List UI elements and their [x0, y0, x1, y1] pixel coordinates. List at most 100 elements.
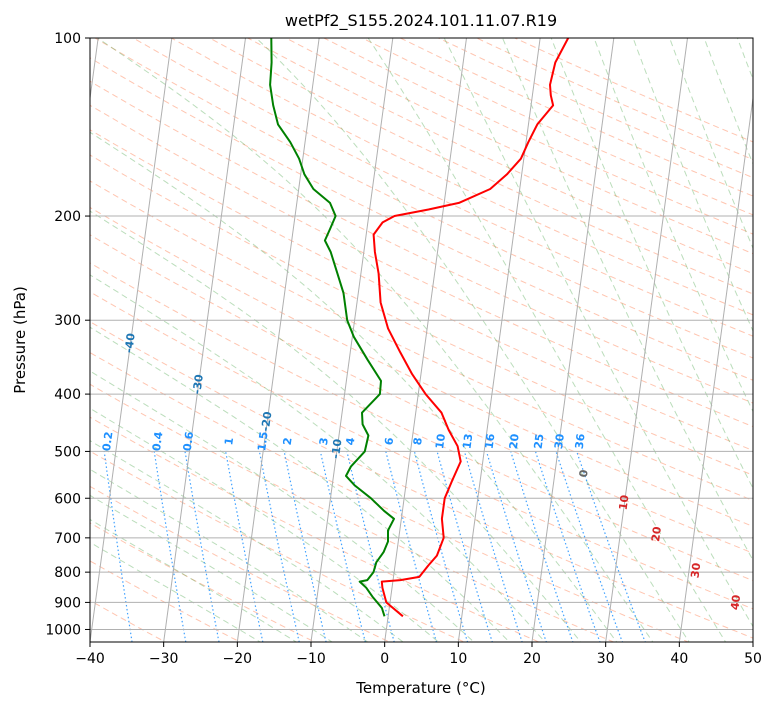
moist-adiabat-line — [90, 518, 298, 642]
x-axis-title: Temperature (°C) — [355, 679, 485, 697]
isotherm-label: -40 — [122, 332, 138, 354]
temperature-profile — [372, 38, 570, 618]
isotherm-label: -20 — [259, 410, 275, 432]
pressure-gridlines — [90, 38, 753, 630]
mixing-ratio-label: 20 — [507, 433, 522, 450]
x-tick-label: −10 — [296, 651, 326, 667]
mixing-ratio-line — [436, 451, 493, 642]
y-tick-label: 900 — [54, 595, 81, 611]
mixing-ratio-label: 13 — [460, 433, 475, 450]
mixing-ratio-label: 16 — [483, 433, 498, 450]
moist-adiabat-label: 0 — [577, 469, 591, 479]
isotherm-line — [605, 38, 688, 642]
mixing-ratio-line — [283, 451, 327, 642]
dry-adiabat-line — [246, 38, 753, 275]
moist-adiabat-line — [97, 38, 654, 642]
moist-adiabat-line — [703, 38, 753, 166]
dry-adiabat-line — [90, 416, 541, 642]
moist-adiabat-line — [90, 274, 546, 642]
dry-adiabat-line — [90, 129, 753, 452]
isotherm-line — [678, 94, 753, 642]
y-tick-label: 300 — [54, 313, 81, 329]
dry-adiabat-line — [90, 560, 242, 642]
mixing-ratio-label: 10 — [433, 433, 448, 450]
mixing-ratio-label: 6 — [382, 436, 396, 446]
isotherm-line — [531, 38, 615, 642]
x-tick-label: 40 — [670, 651, 688, 667]
mixing-ratio-line — [319, 451, 366, 642]
mixing-ratio-label: 25 — [532, 433, 547, 450]
moist-adiabats — [90, 38, 753, 642]
mixing-ratio-label: 2 — [281, 437, 295, 446]
y-tick-label: 1000 — [45, 622, 81, 638]
y-tick-label: 400 — [54, 387, 81, 403]
moist-adiabat-line — [90, 440, 404, 642]
dry-adiabat-line — [132, 38, 753, 337]
moist-adiabat-label: 30 — [688, 562, 703, 579]
dry-adiabat-line — [90, 450, 466, 642]
dry-adiabat-line — [90, 234, 753, 554]
moist-adiabat-line — [593, 38, 753, 413]
dry-adiabat-line — [90, 180, 753, 502]
dry-adiabat-line — [322, 38, 753, 235]
dry-adiabat-line — [90, 383, 615, 642]
isotherm-line — [752, 638, 753, 642]
isotherm-label: -10 — [329, 438, 345, 460]
mixing-ratio-label: 0.2 — [100, 431, 115, 452]
mixing-ratio-lines — [103, 451, 646, 642]
moist-adiabat-line — [502, 38, 753, 562]
mixing-ratio-label: 30 — [552, 433, 567, 450]
mixing-ratio-line — [346, 451, 395, 642]
x-tick-label: 30 — [597, 651, 615, 667]
plot-area: -100-90-80-70-60-50-40-30-20-10 0.10.20.… — [0, 38, 753, 642]
isotherm-line — [236, 38, 320, 642]
x-tick-label: −40 — [75, 651, 105, 667]
x-tick-label: 50 — [744, 651, 762, 667]
moist-adiabat-labels: 0 10 20 30 40 — [577, 469, 744, 611]
mixing-ratio-label: 3 — [317, 437, 331, 446]
dewpoint-profile — [269, 38, 395, 617]
mixing-ratio-line — [485, 451, 547, 642]
dry-adiabat-line — [208, 38, 753, 295]
mixing-ratio-label: 4 — [344, 436, 358, 446]
dry-adiabat-line — [90, 522, 316, 642]
plot-frame — [89, 37, 754, 643]
isotherm-label: -30 — [190, 373, 206, 395]
y-tick-label: 100 — [54, 31, 81, 47]
moist-adiabat-label: 10 — [617, 494, 632, 511]
dry-adiabat-line — [475, 38, 753, 161]
mixing-ratio-label: 8 — [411, 437, 425, 446]
dry-adiabat-line — [90, 57, 753, 381]
moist-adiabat-label: 20 — [649, 525, 664, 542]
moist-adiabat-line — [443, 38, 753, 628]
moist-adiabat-line — [90, 370, 475, 642]
mixing-ratio-line — [258, 451, 300, 642]
mixing-ratio-line — [184, 451, 220, 642]
moist-adiabat-line — [367, 38, 727, 642]
dry-adiabat-line — [90, 104, 753, 428]
y-axis-ticks: 1000 900 800 700 600 500 400 300 200 100 — [45, 31, 90, 638]
skew-isotherms — [90, 38, 753, 642]
isotherm-label: -50 — [54, 289, 70, 311]
moist-adiabat-line — [90, 131, 618, 642]
isotherm-line — [384, 38, 467, 642]
moist-adiabat-line — [90, 541, 262, 642]
moist-adiabat-line — [90, 468, 369, 642]
mixing-ratio-label: 1 — [222, 437, 236, 446]
moist-adiabat-line — [550, 38, 753, 490]
y-tick-label: 600 — [54, 491, 81, 507]
mixing-ratio-line — [103, 451, 133, 642]
x-tick-label: 0 — [380, 651, 389, 667]
dry-adiabat-line — [90, 352, 690, 642]
isotherm-label: -60 — [0, 239, 3, 261]
y-tick-label: 800 — [54, 565, 81, 581]
x-axis-ticks: −40 −30 −20 −10 0 10 20 30 40 50 — [75, 642, 762, 667]
moist-adiabat-line — [736, 38, 753, 81]
mixing-ratio-label: 36 — [573, 433, 588, 450]
dry-adiabat-line — [90, 206, 753, 527]
isotherm-line — [457, 38, 541, 642]
mixing-ratio-label: 1.5 — [255, 431, 270, 452]
x-tick-label: −20 — [223, 651, 253, 667]
moist-adiabat-label: 40 — [728, 594, 743, 611]
